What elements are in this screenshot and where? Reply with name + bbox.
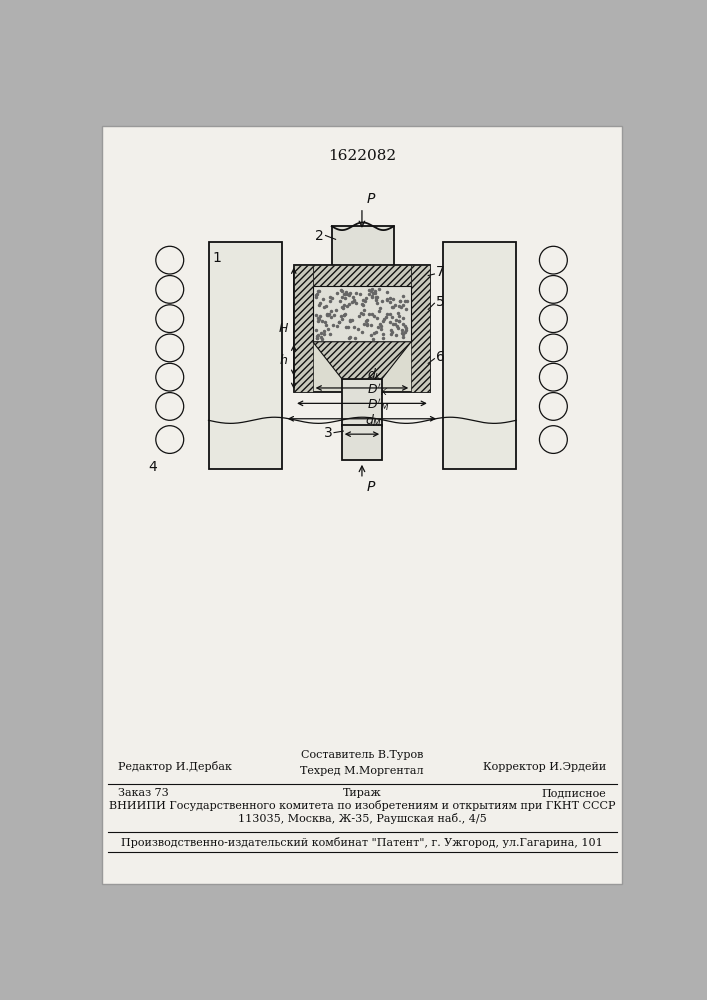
Bar [341,379,382,426]
Text: 3: 3 [324,426,332,440]
Text: 7: 7 [436,265,445,279]
Bar [332,226,394,265]
Text: $D'_K$: $D'_K$ [367,381,388,398]
Text: H: H [278,322,288,335]
Text: $D'_M$: $D'_M$ [367,397,390,413]
Text: 1: 1 [212,251,221,265]
Bar [312,286,411,342]
Bar [209,242,282,469]
Text: Подписное: Подписное [542,788,606,798]
Text: 113035, Москва, Ж-35, Раушская наб., 4/5: 113035, Москва, Ж-35, Раушская наб., 4/5 [238,813,486,824]
Text: Редактор И.Дербак: Редактор И.Дербак [118,761,232,772]
Text: Составитель В.Туров: Составитель В.Туров [300,750,423,760]
Text: $d_M$: $d_M$ [365,413,382,429]
Bar [443,242,516,469]
Text: $d_K$: $d_K$ [367,366,383,383]
Bar [312,265,411,286]
Text: Техред М.Моргентал: Техред М.Моргентал [300,766,423,776]
Text: Тираж: Тираж [343,788,381,798]
Text: Корректор И.Эрдейи: Корректор И.Эрдейи [483,762,606,772]
Text: ВНИИПИ Государственного комитета по изобретениям и открытиям при ГКНТ СССР: ВНИИПИ Государственного комитета по изоб… [109,800,615,811]
Polygon shape [312,342,411,379]
Text: 1622082: 1622082 [328,149,396,163]
Text: Заказ 73: Заказ 73 [118,788,168,798]
Bar [411,265,430,392]
Text: 4: 4 [148,460,157,474]
Text: h: h [280,354,288,367]
Text: 6: 6 [436,350,445,364]
Bar [294,265,312,392]
Bar [294,265,430,392]
Text: Производственно-издательский комбинат "Патент", г. Ужгород, ул.Гагарина, 101: Производственно-издательский комбинат "П… [121,837,603,848]
Text: P: P [367,192,375,206]
Text: 2: 2 [315,229,324,242]
Text: 5: 5 [436,295,445,309]
Text: P: P [367,480,375,494]
Bar [341,425,382,460]
